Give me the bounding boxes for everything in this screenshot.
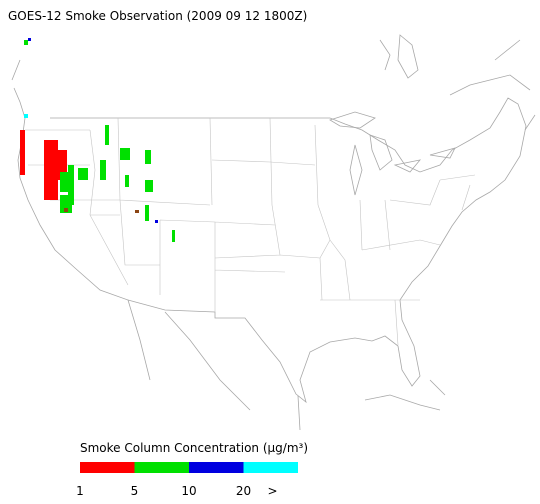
legend: 1 5 10 20 > xyxy=(76,462,298,498)
legend-label: 1 xyxy=(76,484,84,498)
legend-swatch xyxy=(243,462,298,473)
smoke-area xyxy=(145,180,153,192)
smoke-area xyxy=(44,140,58,200)
legend-title: Smoke Column Concentration (μg/m³) xyxy=(80,441,308,455)
smoke-area xyxy=(120,148,130,160)
state-lines xyxy=(25,117,476,346)
smoke-area xyxy=(60,172,68,192)
legend-swatch xyxy=(189,462,244,473)
legend-label: 10 xyxy=(181,484,196,498)
map-title: GOES-12 Smoke Observation (2009 09 12 18… xyxy=(8,9,307,23)
smoke-area xyxy=(100,160,106,180)
legend-label: > xyxy=(268,484,278,498)
us-outline xyxy=(13,87,527,404)
smoke-area xyxy=(24,114,28,118)
smoke-area xyxy=(172,230,175,242)
legend-swatch xyxy=(80,462,135,473)
legend-swatch xyxy=(134,462,189,473)
mexico xyxy=(127,299,446,431)
canada-coast xyxy=(11,34,536,131)
smoke-area xyxy=(135,210,139,213)
smoke-area xyxy=(125,175,129,187)
basemap xyxy=(11,34,536,431)
smoke-area xyxy=(64,208,68,212)
smoke-area xyxy=(145,150,151,164)
smoke-area xyxy=(28,38,31,41)
smoke-area xyxy=(68,165,74,205)
smoke-area xyxy=(24,40,28,45)
legend-label: 5 xyxy=(131,484,139,498)
smoke-area xyxy=(78,168,88,180)
legend-label: 20 xyxy=(236,484,251,498)
smoke-area xyxy=(60,195,72,213)
smoke-area xyxy=(105,125,109,145)
smoke-area xyxy=(155,220,158,223)
smoke-area xyxy=(20,130,25,175)
smoke-area xyxy=(145,205,149,221)
great-lakes xyxy=(329,111,456,196)
smoke-pixels xyxy=(20,38,175,242)
